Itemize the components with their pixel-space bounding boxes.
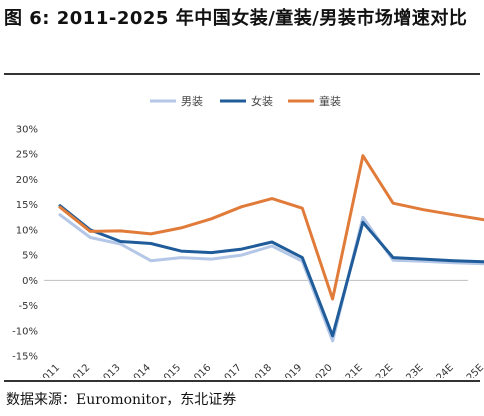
y-axis: 30% 25% 20% 15% 10% 5% 0% -5% -10% -15% bbox=[12, 125, 38, 363]
x-tick-label: 2018 bbox=[248, 362, 274, 378]
legend-label-2: 女装 bbox=[251, 94, 273, 108]
x-tick-label: 2022E bbox=[365, 362, 395, 378]
x-axis: 2011 2012 2013 2014 2015 2016 2017 2018 2019 2020… bbox=[36, 279, 484, 378]
legend-label-1: 男装 bbox=[181, 95, 203, 108]
y-tick-label: 10% bbox=[16, 225, 38, 236]
y-tick-label: -15% bbox=[12, 352, 38, 363]
series-line-2 bbox=[58, 204, 484, 338]
legend-label-3: 童装 bbox=[319, 94, 341, 108]
x-tick-label: 2020 bbox=[309, 362, 335, 378]
x-tick-label: 2016 bbox=[188, 362, 214, 378]
source-divider bbox=[4, 380, 480, 382]
series-line-3 bbox=[58, 154, 484, 301]
x-tick-label: 2011 bbox=[36, 362, 62, 378]
x-tick-label: 2021E bbox=[335, 362, 365, 378]
y-tick-label: 25% bbox=[16, 150, 38, 161]
line-chart: 男装 女装 童装 30% 25% 20% 15% 10% 5% 0% -5% -10% -15% 20… bbox=[12, 94, 484, 378]
y-tick-label: 15% bbox=[16, 200, 38, 211]
y-tick-label: 20% bbox=[16, 175, 38, 186]
chart-legend: 男装 女装 童装 bbox=[150, 94, 341, 108]
x-tick-label: 2024E bbox=[426, 362, 456, 378]
y-tick-label: 5% bbox=[22, 251, 38, 262]
x-tick-label: 2012 bbox=[67, 362, 93, 378]
x-tick-label: 2017 bbox=[218, 362, 244, 378]
x-tick-label: 2014 bbox=[127, 362, 153, 378]
series-lines bbox=[58, 154, 484, 343]
title-underline bbox=[4, 73, 480, 75]
x-tick-label: 2025E bbox=[456, 362, 484, 378]
x-tick-label: 2013 bbox=[97, 362, 123, 378]
y-tick-label: 0% bbox=[22, 276, 38, 287]
x-tick-label: 2019 bbox=[279, 362, 305, 378]
x-tick-label: 2015 bbox=[157, 362, 183, 378]
y-tick-label: -10% bbox=[12, 326, 38, 337]
x-tick-label: 2023E bbox=[395, 362, 425, 378]
y-tick-label: 30% bbox=[16, 125, 38, 136]
figure-title: 图 6: 2011-2025 年中国女装/童装/男装市场增速对比 bbox=[4, 8, 468, 29]
y-tick-label: -5% bbox=[19, 301, 38, 312]
source-note: 数据来源：Euromonitor，东北证券 bbox=[6, 392, 237, 408]
series-line-1 bbox=[58, 213, 484, 343]
